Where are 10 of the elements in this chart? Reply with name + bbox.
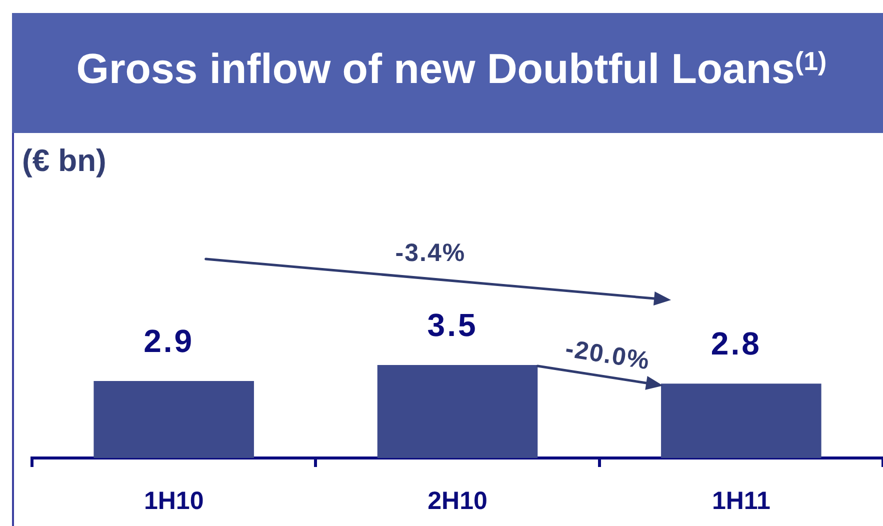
x-tick-label: 2H10 (428, 486, 488, 515)
data-label: 2.9 (144, 322, 194, 359)
x-tick-label: 1H10 (144, 486, 204, 515)
data-label: 3.5 (427, 306, 478, 343)
annotation: -20.0% (562, 334, 652, 377)
x-tick-label: 1H11 (712, 486, 770, 515)
data-label: 2.8 (710, 325, 762, 362)
text: -3.4% (395, 238, 466, 268)
text: (€ bn) (22, 143, 106, 179)
chart-title: Gross inflow of new Doubtful Loans$^{(1)}$ (76, 45, 827, 93)
